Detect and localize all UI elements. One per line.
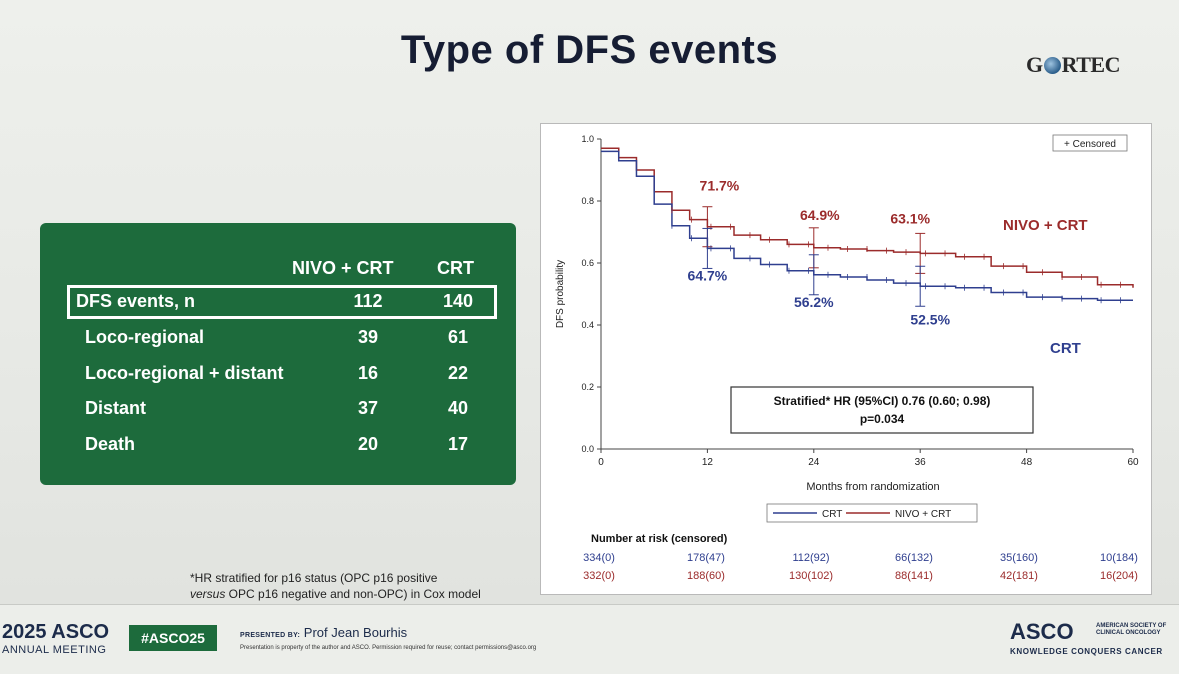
- x-tick-label: 12: [702, 457, 714, 468]
- row-value-crt: 17: [447, 434, 469, 454]
- footer-bar: 2025 ASCO ANNUAL MEETING #ASCO25 PRESENT…: [0, 604, 1179, 674]
- y-tick-label: 0.2: [581, 382, 594, 392]
- row-value-crt: 61: [447, 327, 469, 347]
- risk-cell-crt: 334(0): [583, 552, 615, 564]
- risk-cell-crt: 112(92): [792, 552, 829, 564]
- meeting-sub: ANNUAL MEETING: [2, 644, 107, 656]
- risk-cell-nivo-crt: 130(102): [789, 570, 833, 582]
- col-header-crt: CRT: [437, 258, 474, 278]
- highlighted-row-box: [67, 285, 497, 319]
- footnote-line1: *HR stratified for p16 status (OPC p16 p…: [190, 571, 438, 585]
- x-tick-label: 0: [598, 457, 604, 468]
- risk-cell-nivo-crt: 332(0): [583, 570, 615, 582]
- km-chart: 0 12 24 36 48 60 0.0 0.2 0.4 0.6 0.8 1.0 71.7% 64.9%…: [555, 134, 1139, 582]
- asco-side-2: CLINICAL ONCOLOGY: [1096, 630, 1161, 636]
- asco-logo: ASCO AMERICAN SOCIETY OF CLINICAL ONCOLO…: [1010, 619, 1179, 656]
- row-value-crt: 40: [447, 398, 469, 418]
- x-axis-label: Months from randomization: [806, 481, 939, 493]
- risk-table-title: Number at risk (censored): [591, 533, 728, 545]
- footnote: *HR stratified for p16 status (OPC p16 p…: [190, 570, 481, 602]
- presenter-name: Prof Jean Bourhis: [303, 625, 408, 640]
- row-value-crt: 140: [442, 291, 474, 311]
- row-label: Death: [85, 434, 136, 454]
- dfs-events-table: NIVO + CRT CRT DFS events, n 112 140 Loc…: [40, 223, 516, 485]
- hashtag-badge: #ASCO25: [129, 625, 217, 651]
- disclaimer: Presentation is property of the author a…: [240, 645, 537, 651]
- y-axis-label: DFS probability: [555, 260, 566, 328]
- y-tick-label: 0.0: [581, 444, 594, 454]
- risk-cell-nivo-crt: 188(60): [687, 570, 725, 582]
- row-label: Loco-regional + distant: [85, 363, 284, 383]
- meeting-year: 2025 ASCO: [2, 621, 110, 643]
- row-label: Distant: [85, 398, 147, 418]
- landmark-label: 63.1%: [890, 210, 930, 226]
- row-label: DFS events, n: [76, 291, 196, 311]
- censored-legend-box: [1052, 134, 1128, 152]
- row-label: Loco-regional: [85, 327, 205, 347]
- landmark-label: 52.5%: [910, 311, 950, 327]
- globe-icon: [1043, 57, 1061, 74]
- asco-tagline: KNOWLEDGE CONQUERS CANCER: [1010, 647, 1163, 656]
- gortec-logo: G RTEC: [1026, 52, 1120, 77]
- km-chart-panel: 0 12 24 36 48 60 0.0 0.2 0.4 0.6 0.8 1.0 71.7% 64.9%…: [540, 123, 1152, 595]
- series-label-nivo-crt: NIVO + CRT: [1003, 217, 1088, 234]
- meeting-logo: 2025 ASCO ANNUAL MEETING: [2, 621, 110, 659]
- landmark-label: 71.7%: [700, 178, 740, 194]
- row-value-nivo-crt: 37: [357, 398, 379, 418]
- hr-annotation-line2: p=0.034: [860, 412, 905, 426]
- col-header-nivo-crt: NIVO + CRT: [292, 258, 394, 278]
- risk-cell-nivo-crt: 42(181): [1000, 570, 1038, 582]
- x-tick-label: 60: [1127, 457, 1139, 468]
- row-value-crt: 22: [447, 363, 469, 383]
- row-value-nivo-crt: 112: [353, 291, 383, 311]
- asco-wordmark: ASCO: [1010, 619, 1074, 644]
- x-tick-label: 24: [808, 457, 820, 468]
- risk-cell-nivo-crt: 16(204): [1100, 570, 1138, 582]
- series-label-crt: CRT: [1050, 340, 1081, 357]
- row-value-nivo-crt: 20: [357, 434, 379, 454]
- asco-side-text: AMERICAN SOCIETY OF CLINICAL ONCOLOGY: [1096, 623, 1166, 637]
- risk-cell-crt: 10(184): [1100, 552, 1138, 564]
- asco-side-1: AMERICAN SOCIETY OF: [1096, 623, 1167, 629]
- landmark-label: 64.7%: [688, 267, 728, 283]
- presenter: PRESENTED BY: Prof Jean Bourhis: [240, 625, 407, 640]
- hr-annotation-line1: Stratified* HR (95%CI) 0.76 (0.60; 0.98): [774, 394, 991, 408]
- y-tick-label: 0.4: [581, 320, 594, 330]
- row-value-nivo-crt: 16: [357, 363, 379, 383]
- legend-label-nivo-crt: NIVO + CRT: [895, 509, 951, 520]
- presented-by-label: PRESENTED BY:: [240, 632, 301, 639]
- risk-cell-crt: 35(160): [1000, 552, 1038, 564]
- risk-cell-nivo-crt: 88(141): [895, 570, 933, 582]
- risk-cell-crt: 66(132): [895, 552, 933, 564]
- x-tick-label: 48: [1021, 457, 1033, 468]
- y-tick-label: 1.0: [581, 134, 594, 144]
- y-tick-label: 0.8: [581, 196, 594, 206]
- legend-label-crt: CRT: [822, 509, 842, 520]
- hr-annotation-box: [730, 386, 1034, 434]
- footnote-italic: versus: [190, 587, 226, 601]
- slide-title: Type of DFS events: [400, 28, 779, 72]
- censored-legend-label: + Censored: [1064, 139, 1116, 150]
- row-value-nivo-crt: 39: [357, 327, 379, 347]
- footnote-line2: OPC p16 negative and non-OPC) in Cox mod…: [225, 587, 481, 601]
- x-tick-label: 36: [915, 457, 927, 468]
- y-tick-label: 0.6: [581, 258, 594, 268]
- landmark-label: 64.9%: [800, 207, 840, 223]
- landmark-label: 56.2%: [794, 294, 834, 310]
- risk-cell-crt: 178(47): [687, 552, 725, 564]
